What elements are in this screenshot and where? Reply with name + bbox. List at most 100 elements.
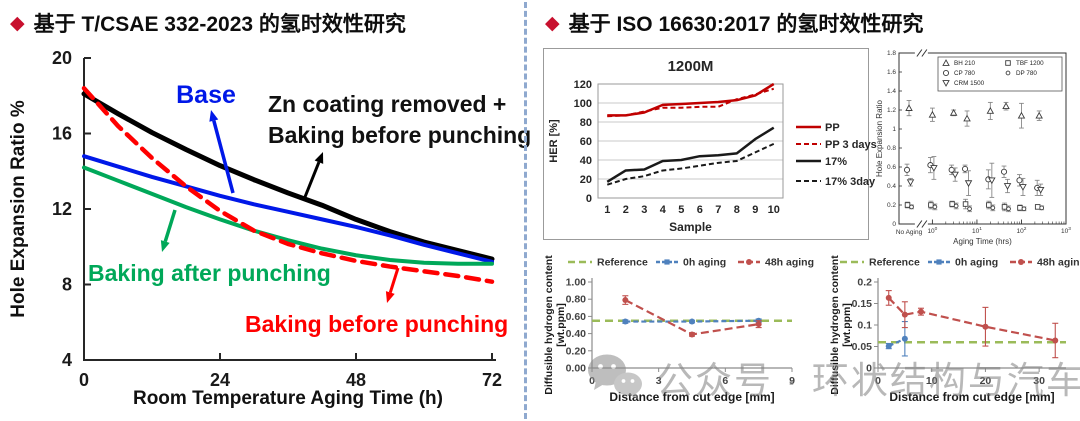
svg-text:1.4: 1.4 [887, 88, 896, 95]
svg-text:0.2: 0.2 [887, 202, 896, 209]
svg-text:17% 3day: 17% 3day [825, 176, 876, 188]
svg-text:Room Temperature Aging Time (: Room Temperature Aging Time (h) [133, 388, 443, 409]
hydrogen-content-chart-left: 0.00 0.20 0.40 0.60 0.80 1.00 0 3 6 9 Diffusible h… [543, 255, 814, 404]
svg-text:30: 30 [1033, 375, 1045, 387]
svg-text:7: 7 [715, 204, 721, 216]
series-zn-coating-removed-+-baking-before-punching [81, 91, 495, 262]
1200m-her-line-chart: 0 20 40 60 80 100 120 1 2 3 4 5 6 7 8 9 10 1200M HER [%] Sa… [548, 58, 877, 234]
diamond-bullet-icon: ◆ [545, 12, 560, 34]
svg-text:Baking after punching: Baking after punching [88, 260, 331, 286]
svg-text:6: 6 [722, 375, 728, 387]
iso-aging-scatter-chart: 0 0.2 0.4 0.6 0.8 1 1.2 1.4 1.6 1.8 100 101 102 103 No… [875, 49, 1071, 246]
svg-text:1: 1 [604, 204, 610, 216]
svg-text:Aging Time (hrs): Aging Time (hrs) [953, 237, 1012, 246]
svg-text:48h aging: 48h aging [1037, 257, 1080, 269]
svg-text:0h aging: 0h aging [955, 257, 998, 269]
series-48h-aging [885, 290, 1059, 359]
series-dp-780 [909, 202, 1045, 213]
svg-text:Baking before punching: Baking before punching [268, 122, 531, 148]
svg-text:0.05: 0.05 [852, 341, 873, 353]
svg-text:0: 0 [892, 221, 896, 228]
svg-text:PP: PP [825, 122, 840, 134]
series-tbf-1200 [904, 198, 1041, 212]
svg-text:100: 100 [574, 98, 592, 110]
svg-text:DP 780: DP 780 [1016, 70, 1037, 77]
svg-text:16: 16 [52, 124, 72, 144]
svg-text:Diffusible hydrogen content: Diffusible hydrogen content [829, 255, 841, 395]
diamond-bullet-icon: ◆ [10, 12, 25, 34]
svg-text:48h aging: 48h aging [765, 257, 814, 269]
svg-text:6: 6 [697, 204, 703, 216]
svg-text:0.15: 0.15 [852, 298, 873, 310]
series-0h-aging [622, 317, 762, 325]
svg-text:0: 0 [586, 193, 592, 205]
svg-text:0.4: 0.4 [887, 183, 896, 190]
svg-text:0.60: 0.60 [566, 311, 587, 323]
svg-text:Baking before punching: Baking before punching [245, 311, 508, 337]
svg-text:9: 9 [752, 204, 758, 216]
svg-text:0.20: 0.20 [566, 345, 587, 357]
series-crm-1500 [906, 156, 1045, 198]
svg-text:TBF 1200: TBF 1200 [1016, 60, 1044, 67]
1200m-chart-frame: 0 20 40 60 80 100 120 1 2 3 4 5 6 7 8 9 10 1200M HER [%] Sa… [543, 48, 877, 240]
left-panel-title: ◆ 基于 T/CSAE 332-2023 的氢时效性研究 [10, 8, 406, 38]
svg-text:5: 5 [678, 204, 684, 216]
svg-text:Sample: Sample [669, 220, 712, 234]
svg-text:20: 20 [980, 375, 992, 387]
series-48h-aging [622, 295, 762, 338]
svg-text:17%: 17% [825, 156, 847, 168]
svg-text:0.1: 0.1 [857, 320, 872, 332]
svg-text:10: 10 [768, 204, 780, 216]
svg-text:0.2: 0.2 [857, 277, 872, 289]
svg-text:Base: Base [176, 81, 236, 109]
svg-text:40: 40 [580, 155, 592, 167]
series-baking-after-punching [82, 165, 494, 266]
series-pp [607, 82, 775, 117]
svg-text:CRM 1500: CRM 1500 [954, 80, 985, 87]
svg-text:0.80: 0.80 [566, 294, 587, 306]
svg-text:CP 780: CP 780 [954, 70, 975, 77]
svg-text:Distance from cut edge [mm]: Distance from cut edge [mm] [889, 390, 1054, 404]
svg-text:Hole Expansion Ratio: Hole Expansion Ratio [875, 99, 884, 176]
svg-text:[wt.ppm]: [wt.ppm] [555, 303, 567, 347]
svg-text:Reference: Reference [597, 257, 648, 269]
svg-text:0.8: 0.8 [887, 145, 896, 152]
series-17%-3day [606, 142, 775, 186]
svg-text:1.00: 1.00 [566, 277, 587, 289]
svg-text:8: 8 [734, 204, 740, 216]
series-cp-780 [903, 157, 1041, 196]
svg-text:100: 100 [927, 226, 937, 235]
series-baking-before-punching [81, 85, 495, 284]
right-title-text: 基于 ISO 16630:2017 的氢时效性研究 [568, 13, 924, 36]
svg-text:Reference: Reference [869, 257, 920, 269]
svg-text:0h aging: 0h aging [683, 257, 726, 269]
svg-text:60: 60 [580, 136, 592, 148]
svg-text:20: 20 [580, 174, 592, 186]
svg-text:Hole Expansion Ratio %: Hole Expansion Ratio % [8, 100, 29, 318]
svg-text:0: 0 [589, 375, 595, 387]
svg-text:Zn coating removed +: Zn coating removed + [268, 91, 506, 117]
svg-text:0.40: 0.40 [566, 328, 587, 340]
svg-text:24: 24 [210, 370, 230, 390]
svg-text:0.6: 0.6 [887, 164, 896, 171]
svg-text:4: 4 [660, 204, 667, 216]
svg-text:102: 102 [1017, 226, 1027, 235]
svg-text:72: 72 [482, 370, 502, 390]
svg-text:Distance from cut edge [mm]: Distance from cut edge [mm] [609, 390, 774, 404]
svg-text:[wt.ppm]: [wt.ppm] [841, 303, 853, 347]
svg-text:20: 20 [52, 48, 72, 68]
series-bh-210 [905, 100, 1043, 129]
svg-text:80: 80 [580, 117, 592, 129]
svg-text:2: 2 [623, 204, 629, 216]
svg-text:120: 120 [574, 79, 592, 91]
series-17% [606, 126, 775, 183]
svg-text:9: 9 [789, 375, 795, 387]
right-panel-title: ◆ 基于 ISO 16630:2017 的氢时效性研究 [545, 8, 923, 38]
svg-text:12: 12 [52, 199, 72, 219]
svg-text:1: 1 [892, 126, 896, 133]
svg-text:PP 3 days: PP 3 days [825, 139, 877, 151]
panel-divider [524, 2, 527, 419]
left-title-text: 基于 T/CSAE 332-2023 的氢时效性研究 [33, 13, 406, 36]
svg-text:3: 3 [641, 204, 647, 216]
